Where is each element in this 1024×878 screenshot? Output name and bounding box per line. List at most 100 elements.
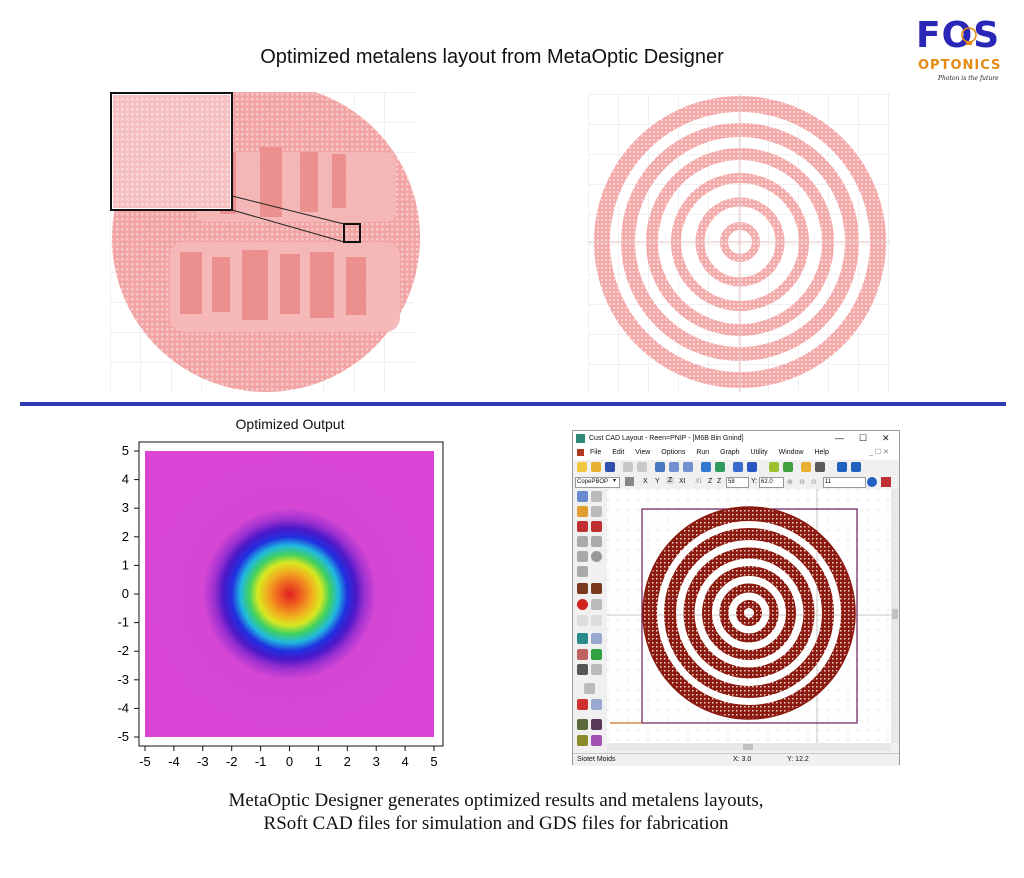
block-tool-icon[interactable] bbox=[577, 583, 588, 594]
x-tick-label: -2 bbox=[226, 754, 238, 769]
minimize-button[interactable]: — bbox=[835, 433, 844, 443]
waveguide-icon[interactable] bbox=[577, 664, 588, 675]
chevron-down-icon[interactable]: ▾ bbox=[613, 478, 617, 484]
vertical-scrollbar[interactable] bbox=[891, 489, 899, 743]
cad-canvas[interactable] bbox=[607, 489, 891, 743]
x-axis-ticks: -5 -4 -3 -2 -1 0 1 2 3 4 5 bbox=[139, 746, 438, 769]
grid-view-icon[interactable] bbox=[591, 633, 602, 644]
save-icon[interactable] bbox=[605, 462, 615, 472]
x-tick-label: -1 bbox=[255, 754, 267, 769]
results-icon[interactable] bbox=[591, 735, 602, 746]
fan-tool-icon[interactable] bbox=[591, 521, 602, 532]
y-axis-ticks: -5 -4 -3 -2 -1 0 1 2 3 4 5 bbox=[117, 443, 139, 744]
group-icon[interactable] bbox=[769, 462, 779, 472]
cross-tool-icon[interactable] bbox=[577, 699, 588, 710]
x-tick-label: 0 bbox=[286, 754, 293, 769]
menu-window[interactable]: Window bbox=[778, 449, 804, 456]
metalens-layout-right bbox=[588, 94, 890, 392]
menu-utility[interactable]: Utility bbox=[750, 449, 768, 456]
flip-horizontal-icon[interactable] bbox=[701, 462, 711, 472]
y-coordinate-input[interactable]: 62.0 bbox=[759, 477, 784, 488]
layers-icon[interactable] bbox=[783, 462, 793, 472]
zoom-inset-pattern bbox=[113, 95, 230, 208]
array-tool-icon[interactable] bbox=[577, 615, 588, 626]
y-tick-label: -4 bbox=[117, 700, 129, 715]
arrow-left-icon[interactable] bbox=[837, 462, 847, 472]
cad-window: Cust CAD Layout - Reen=PNIP - [M6B Bin G… bbox=[572, 430, 900, 766]
segment-tool-icon[interactable] bbox=[577, 551, 588, 562]
export-icon[interactable] bbox=[881, 477, 891, 487]
zoom-out-icon[interactable]: ⊖ bbox=[799, 479, 805, 486]
mode-map-icon[interactable] bbox=[577, 649, 588, 660]
menu-view[interactable]: View bbox=[635, 449, 651, 456]
optimize-icon[interactable] bbox=[591, 719, 602, 730]
maximize-button[interactable]: ☐ bbox=[859, 433, 868, 443]
x-tick-label: 2 bbox=[344, 754, 351, 769]
x-tick-label: 4 bbox=[401, 754, 408, 769]
y-tick-label: -5 bbox=[117, 729, 129, 744]
menu-help[interactable]: Help bbox=[814, 449, 829, 456]
monitor-icon[interactable] bbox=[591, 664, 602, 675]
polygon-tool-icon[interactable] bbox=[577, 566, 588, 577]
axis-button-x[interactable]: X bbox=[643, 478, 648, 485]
close-button[interactable]: ✕ bbox=[882, 433, 890, 443]
layer-color-icon[interactable] bbox=[625, 477, 634, 486]
refresh-icon[interactable] bbox=[867, 477, 877, 487]
axis-button-xi-2[interactable]: XI bbox=[695, 478, 702, 485]
arrow-right-icon[interactable] bbox=[851, 462, 861, 472]
simulate-icon[interactable] bbox=[577, 719, 588, 730]
mdi-controls-icon: _ ☐ ✕ bbox=[869, 449, 889, 456]
array-tool-2-icon[interactable] bbox=[591, 615, 602, 626]
brand-logo: FOS OPTONICS Photon is the future bbox=[916, 16, 1012, 83]
axis-button-z-2[interactable]: Z bbox=[708, 478, 713, 485]
undo-icon[interactable] bbox=[623, 462, 633, 472]
metalens-layout-left bbox=[110, 92, 420, 392]
block-tool-2-icon[interactable] bbox=[591, 583, 602, 594]
zoom-in-icon[interactable]: ⊕ bbox=[787, 479, 793, 486]
index-profile-icon[interactable] bbox=[591, 649, 602, 660]
axis-button-xi[interactable]: XI bbox=[679, 478, 686, 485]
rotate-icon[interactable] bbox=[733, 462, 743, 472]
scan-icon[interactable] bbox=[577, 735, 588, 746]
measure-icon[interactable] bbox=[591, 599, 602, 610]
align-icon[interactable] bbox=[747, 462, 757, 472]
y-tick-label: 2 bbox=[122, 529, 129, 544]
scrollbar-thumb[interactable] bbox=[743, 744, 753, 750]
line-tool-icon[interactable] bbox=[577, 521, 588, 532]
circle-tool-icon[interactable] bbox=[591, 551, 602, 562]
taper-tool-icon[interactable] bbox=[591, 536, 602, 547]
menu-file[interactable]: File bbox=[590, 449, 602, 456]
redo-icon[interactable] bbox=[637, 462, 647, 472]
new-file-icon[interactable] bbox=[577, 462, 587, 472]
scrollbar-thumb[interactable] bbox=[892, 609, 898, 619]
cut-icon[interactable] bbox=[655, 462, 665, 472]
open-folder-icon[interactable] bbox=[591, 462, 601, 472]
grid-tool-icon[interactable] bbox=[591, 699, 602, 710]
copy-icon[interactable] bbox=[669, 462, 679, 472]
paste-icon[interactable] bbox=[683, 462, 693, 472]
select-arrow-icon[interactable] bbox=[577, 491, 588, 502]
terminal-icon[interactable] bbox=[815, 462, 825, 472]
axis-button-z[interactable]: Z bbox=[666, 477, 675, 484]
menu-edit[interactable]: Edit bbox=[612, 449, 625, 456]
person-icon[interactable] bbox=[584, 683, 595, 694]
zoom-tool-icon[interactable] bbox=[591, 491, 602, 502]
zoom-select[interactable]: 11 bbox=[823, 477, 866, 488]
record-icon[interactable] bbox=[577, 599, 588, 610]
flip-vertical-icon[interactable] bbox=[715, 462, 725, 472]
axis-button-y[interactable]: Y bbox=[655, 478, 660, 485]
axis-button-z-3[interactable]: Z bbox=[717, 478, 722, 485]
3d-view-icon[interactable] bbox=[577, 633, 588, 644]
hand-pan-icon[interactable] bbox=[591, 506, 602, 517]
x-coordinate-input[interactable]: 58 bbox=[726, 477, 749, 488]
folder-icon[interactable] bbox=[801, 462, 811, 472]
arc-tool-icon[interactable] bbox=[577, 536, 588, 547]
scissors-icon[interactable] bbox=[577, 506, 588, 517]
menu-graph[interactable]: Graph bbox=[720, 449, 740, 456]
menu-options[interactable]: Options bbox=[661, 449, 686, 456]
horizontal-scrollbar[interactable] bbox=[607, 743, 891, 751]
menu-run[interactable]: Run bbox=[696, 449, 710, 456]
layer-select[interactable]: CopePBOP bbox=[575, 477, 620, 488]
bottom-caption: MetaOptic Designer generates optimized r… bbox=[0, 789, 992, 835]
zoom-fit-icon[interactable]: ⊙ bbox=[811, 479, 817, 486]
